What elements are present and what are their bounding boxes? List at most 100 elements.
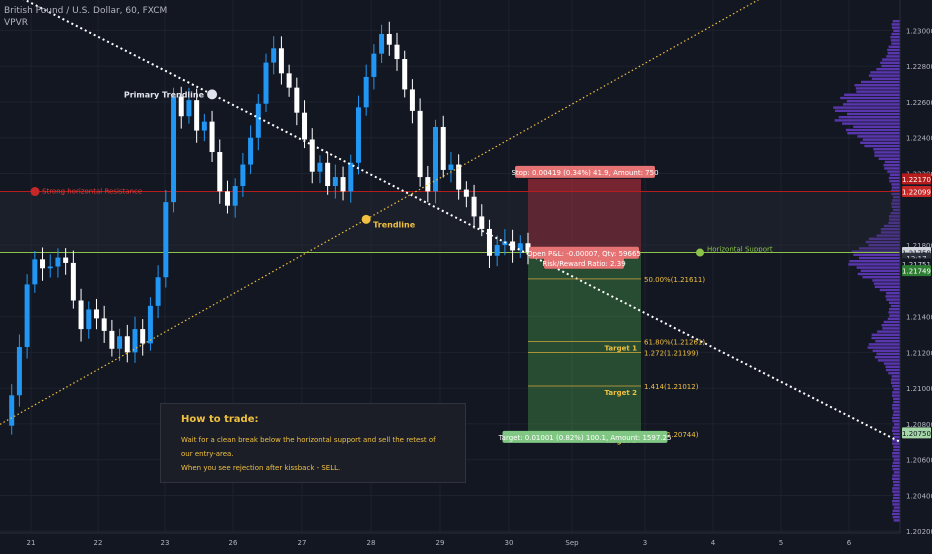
x-tick-label: 27 — [298, 539, 307, 547]
volume-bar — [892, 461, 900, 464]
candle-body — [232, 186, 238, 206]
volume-bar — [890, 189, 900, 192]
symbol-title[interactable]: British Pound / U.S. Dollar, 60, FXCM — [4, 6, 168, 16]
volume-bar — [860, 269, 900, 272]
candle-body — [409, 89, 415, 111]
price-tag: 1.21751 — [902, 261, 931, 269]
x-tick-label: 22 — [94, 539, 103, 547]
volume-bar — [883, 320, 900, 324]
volume-bar — [893, 397, 900, 400]
candle-body — [325, 162, 331, 187]
volume-bar — [882, 58, 900, 61]
volume-bar — [882, 327, 900, 330]
volume-bar — [892, 416, 900, 420]
candle-body — [402, 59, 408, 90]
candle-body — [263, 62, 269, 104]
indicator-label[interactable]: VPVR — [4, 18, 28, 28]
volume-bar — [859, 247, 900, 250]
volume-bar — [888, 301, 900, 304]
volume-bar — [874, 356, 900, 359]
price-tag-bg — [902, 186, 931, 198]
volume-bar — [891, 202, 900, 205]
volume-bar — [844, 93, 900, 96]
volume-bar — [891, 205, 900, 208]
volume-bar — [871, 333, 900, 336]
volume-bar — [893, 196, 900, 199]
volume-bar — [851, 250, 900, 253]
volume-bar — [892, 429, 900, 432]
volume-bar — [871, 336, 900, 340]
x-tick-label: 5 — [779, 539, 783, 547]
volume-bar — [893, 493, 900, 496]
volume-bar — [892, 426, 900, 429]
volume-bar — [892, 516, 900, 519]
volume-bar — [864, 144, 900, 148]
fib-label: 61.80%(1.21261) — [644, 338, 705, 346]
volume-bar — [842, 103, 900, 106]
volume-bar — [868, 237, 900, 240]
volume-bar — [892, 452, 900, 455]
volume-bar — [838, 116, 900, 119]
volume-bar — [858, 256, 900, 260]
how-to-trade-title: How to trade: — [181, 414, 259, 425]
how-to-trade-box: How to trade: Wait for a clean break bel… — [160, 403, 466, 483]
candle-body — [294, 87, 300, 113]
candle-body — [178, 96, 184, 117]
candle-body — [63, 257, 69, 263]
volume-bar — [886, 55, 900, 58]
volume-bar — [885, 295, 900, 298]
volume-bar — [885, 365, 900, 368]
candle-body — [425, 177, 431, 192]
volume-bar — [833, 106, 900, 109]
volume-bar — [892, 512, 900, 516]
y-tick-label: 1.21400 — [906, 314, 932, 322]
price-tag-bg — [902, 265, 931, 277]
volume-bar — [876, 352, 900, 356]
volume-bar — [881, 64, 900, 68]
volume-bar — [891, 394, 900, 397]
volume-bar — [892, 509, 900, 512]
volume-bar — [892, 496, 900, 500]
volume-bar — [880, 228, 900, 231]
volume-bar — [888, 311, 900, 314]
support-marker — [696, 248, 704, 257]
volume-bar — [877, 359, 900, 362]
volume-bar — [835, 109, 900, 112]
volume-bar — [879, 288, 900, 292]
target-zone[interactable] — [528, 253, 641, 433]
volume-bar — [880, 61, 900, 64]
candle-body — [517, 243, 523, 251]
volume-bar — [874, 151, 900, 154]
candle-body — [132, 329, 138, 353]
volume-bar — [892, 477, 900, 480]
volume-bar — [893, 519, 900, 522]
volume-bar — [892, 455, 900, 458]
volume-bar — [891, 192, 900, 196]
open-pnl-label-bg — [529, 246, 639, 259]
support-label: Horizontal Support — [707, 246, 773, 254]
candle-body — [248, 137, 254, 165]
candle-body — [155, 277, 161, 306]
volume-bar — [880, 231, 900, 234]
primary-trendline-label: Primary Trendline — [124, 90, 205, 99]
candle-body — [332, 177, 338, 187]
candle-body — [348, 162, 354, 192]
candle-body — [471, 196, 477, 217]
price-tag: 1.22170 — [902, 176, 931, 184]
x-tick-label: 28 — [367, 539, 376, 547]
volume-bar — [840, 96, 900, 100]
trendlines[interactable] — [0, 0, 901, 443]
y-tick-label: 1.20800 — [906, 421, 932, 429]
y-tick-label: 1.20200 — [906, 528, 932, 536]
candle-body — [417, 110, 423, 178]
volume-bar — [892, 404, 900, 407]
volume-bar — [886, 292, 900, 295]
volume-bar — [884, 160, 900, 164]
candles — [9, 21, 531, 435]
volume-bar — [892, 500, 900, 503]
volume-bar — [893, 436, 900, 439]
volume-bar — [893, 458, 900, 461]
x-tick-label: 6 — [847, 539, 852, 547]
